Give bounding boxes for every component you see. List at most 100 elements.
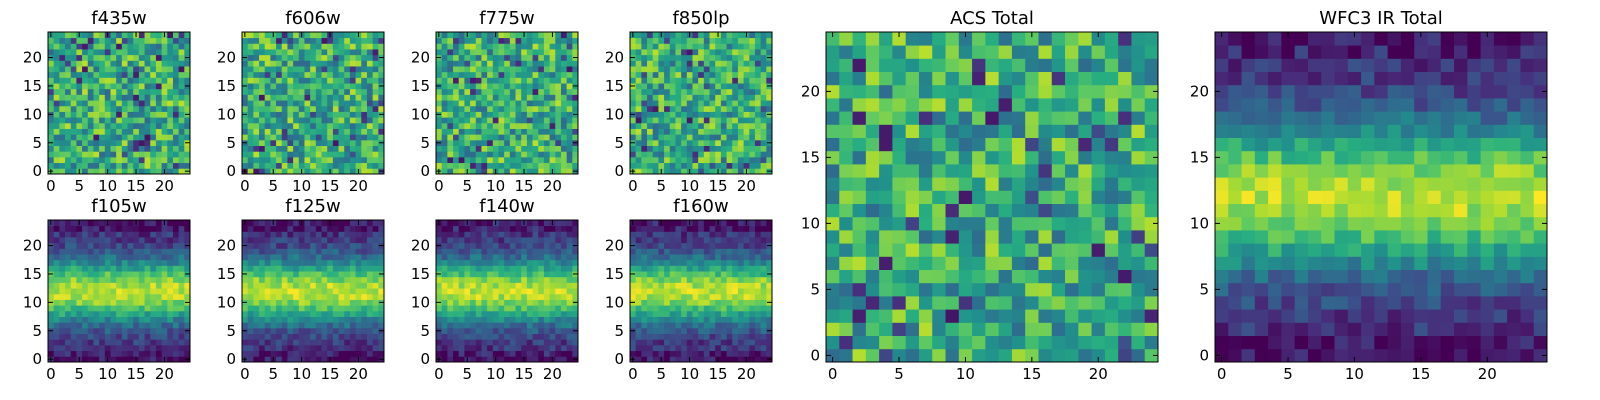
y-tick-label: 10	[217, 293, 236, 311]
heatmap-cell	[749, 94, 756, 101]
heatmap-cell	[441, 288, 448, 295]
heatmap-cell	[327, 299, 334, 306]
heatmap-cell	[647, 288, 654, 295]
heatmap-cell	[372, 122, 379, 129]
heatmap-cell	[327, 333, 334, 340]
heatmap-cell	[652, 43, 659, 50]
heatmap-cell	[70, 350, 77, 357]
heatmap-cell	[458, 333, 465, 340]
heatmap-cell	[116, 139, 123, 146]
heatmap-cell	[703, 122, 710, 129]
heatmap-cell	[743, 94, 750, 101]
heatmap-cell	[247, 259, 254, 266]
heatmap-cell	[116, 168, 123, 175]
heatmap-cell	[144, 237, 151, 244]
heatmap-cell	[675, 310, 682, 317]
heatmap-cell	[515, 259, 522, 266]
heatmap-cell	[161, 128, 168, 135]
heatmap-cell	[366, 231, 374, 238]
heatmap-cell	[681, 134, 688, 141]
heatmap-cell	[732, 327, 739, 334]
heatmap-cell	[242, 49, 249, 56]
heatmap-cell	[498, 134, 505, 141]
heatmap-cell	[498, 237, 505, 244]
heatmap-cell	[344, 77, 351, 84]
heatmap-cell	[321, 299, 328, 306]
heatmap-cell	[555, 225, 562, 232]
heatmap-cell	[526, 122, 533, 129]
heatmap-cell	[641, 350, 648, 357]
heatmap-cell	[150, 276, 157, 283]
heatmap-cell	[178, 168, 185, 175]
heatmap-cell	[293, 350, 300, 357]
heatmap-cell	[749, 356, 756, 363]
heatmap-cell	[247, 350, 254, 357]
heatmap-cell	[48, 333, 55, 340]
heatmap-cell	[453, 299, 460, 306]
heatmap-cell	[104, 128, 111, 135]
heatmap-cell	[70, 282, 77, 289]
heatmap-cell	[555, 350, 562, 357]
heatmap-cell	[48, 225, 55, 232]
heatmap-cell	[298, 288, 305, 295]
heatmap-cell	[543, 293, 550, 300]
heatmap-cell	[372, 333, 379, 340]
heatmap-cell	[504, 299, 511, 306]
heatmap-cell	[93, 60, 100, 67]
heatmap-cell	[53, 66, 60, 73]
heatmap-cell	[70, 37, 77, 44]
heatmap-cell	[172, 54, 180, 61]
heatmap-cell	[464, 37, 471, 44]
heatmap-cell	[104, 71, 111, 78]
heatmap-cell	[53, 299, 60, 306]
heatmap-cell	[144, 322, 151, 329]
heatmap-cell	[686, 288, 693, 295]
heatmap-cell	[99, 299, 106, 306]
heatmap-cell	[133, 122, 140, 129]
heatmap-cell	[566, 259, 573, 266]
heatmap-cell	[675, 60, 682, 67]
heatmap-cell	[281, 151, 288, 158]
heatmap-cell	[48, 265, 55, 272]
heatmap-cell	[378, 162, 385, 169]
heatmap-cell	[521, 231, 528, 238]
heatmap-cell	[184, 66, 191, 73]
heatmap-cell	[70, 288, 77, 295]
heatmap-cell	[82, 259, 89, 266]
heatmap-cell	[293, 37, 300, 44]
heatmap-cell	[475, 350, 482, 357]
heatmap-cell	[572, 254, 579, 261]
heatmap-cell	[749, 66, 756, 73]
heatmap-cell	[150, 32, 157, 39]
heatmap-cell	[481, 54, 488, 61]
heatmap-cell	[315, 145, 322, 152]
heatmap-cell	[366, 49, 374, 56]
heatmap-cell	[167, 145, 174, 152]
heatmap-cell	[332, 259, 339, 266]
heatmap-cell	[703, 288, 710, 295]
heatmap-cell	[481, 271, 488, 278]
heatmap-cell	[698, 305, 705, 312]
heatmap-cell	[709, 339, 716, 346]
heatmap-cell	[698, 282, 705, 289]
heatmap-cell	[93, 254, 100, 261]
heatmap-cell	[355, 117, 362, 124]
heatmap-cell	[504, 37, 511, 44]
heatmap-cell	[703, 322, 710, 329]
heatmap-cell	[566, 128, 573, 135]
heatmap-cell	[754, 322, 762, 329]
heatmap-cell	[664, 282, 671, 289]
heatmap-cell	[121, 231, 128, 238]
heatmap-cell	[338, 117, 345, 124]
plot-frame	[435, 31, 579, 175]
heatmap-cell	[65, 77, 72, 84]
heatmap-cell	[647, 333, 654, 340]
heatmap-cell	[82, 168, 89, 175]
heatmap-cell	[281, 100, 288, 107]
heatmap-cell	[70, 60, 77, 67]
heatmap-cell	[675, 305, 682, 312]
heatmap-cell	[720, 316, 727, 323]
heatmap-cell	[276, 168, 283, 175]
heatmap-cell	[161, 134, 168, 141]
heatmap-cell	[664, 145, 671, 152]
